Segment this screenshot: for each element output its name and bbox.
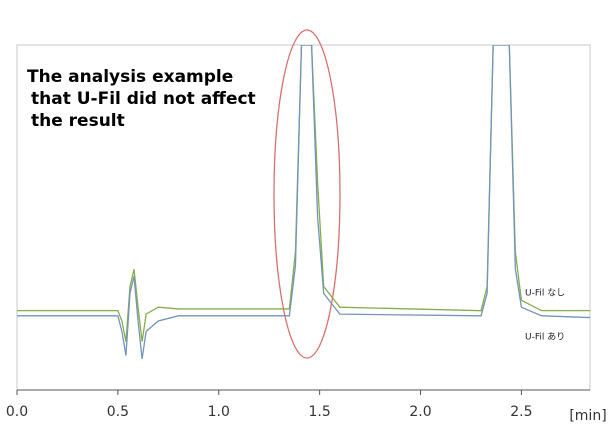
x-axis-label: [min] (569, 408, 606, 424)
series-label: U-Fil あり (525, 332, 565, 343)
x-tick-label: 1.0 (208, 404, 230, 420)
series-label: U-Fil なし (525, 288, 565, 299)
x-tick-label: 2.5 (510, 404, 532, 420)
x-tick-label: 1.5 (309, 404, 331, 420)
x-tick-label: 2.0 (409, 404, 431, 420)
highlight-ellipse (273, 29, 341, 359)
x-tick-label: 0.5 (107, 404, 129, 420)
annotation: that U-Fil did not affect (31, 89, 256, 109)
plot-lines (17, 45, 590, 360)
line (17, 45, 590, 360)
annotation: The analysis example (27, 67, 233, 87)
annotation: the result (31, 111, 125, 131)
line (17, 45, 590, 342)
x-tick-label: 0.0 (6, 404, 28, 420)
